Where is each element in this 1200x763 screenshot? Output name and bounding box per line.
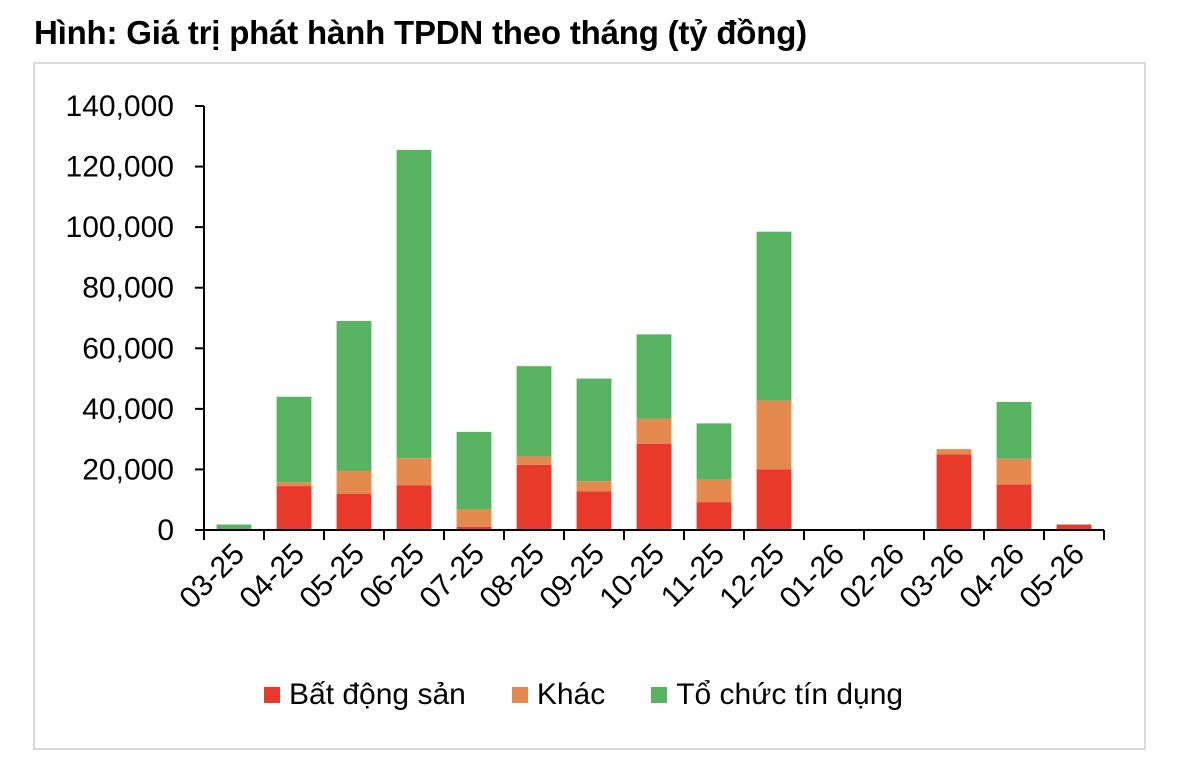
bar-05-25-series-1	[336, 470, 372, 494]
y-tick-label: 60,000	[82, 332, 174, 365]
bar-06-25-series-1	[396, 458, 432, 486]
bar-08-25-series-0	[516, 464, 552, 530]
x-tick-label: 01-26	[773, 538, 851, 616]
y-tick-label: 0	[157, 514, 174, 547]
legend-label-to-chuc-tin-dung: Tổ chức tín dụng	[676, 678, 904, 711]
legend-label-khac: Khác	[536, 678, 606, 711]
bar-08-25-series-1	[516, 456, 552, 465]
bar-04-25-series-1	[276, 482, 312, 487]
x-tick-label: 11-25	[655, 538, 731, 614]
bar-08-25-series-2	[516, 366, 552, 457]
bar-05-25-series-2	[336, 321, 372, 471]
chart-title: Hình: Giá trị phát hành TPDN theo tháng …	[34, 14, 807, 51]
y-tick-label: 20,000	[82, 453, 174, 486]
bar-11-25-series-0	[696, 502, 732, 530]
bar-04-26-series-0	[996, 484, 1032, 530]
x-tick-label: 04-26	[953, 538, 1031, 616]
chart-frame	[33, 62, 1146, 750]
bar-12-25-series-0	[756, 469, 792, 530]
x-tick-label: 05-26	[1013, 538, 1091, 616]
bar-03-26-series-1	[936, 449, 972, 455]
bar-07-25-series-0	[456, 526, 492, 530]
legend-label-bat-dong-san: Bất động sản	[289, 678, 466, 711]
bar-05-26-series-0	[1056, 524, 1092, 530]
y-tick-label: 40,000	[82, 393, 174, 426]
bar-04-25-series-2	[276, 396, 312, 483]
bar-11-25-series-2	[696, 423, 732, 480]
bar-10-25-series-2	[636, 334, 672, 419]
bar-11-25-series-1	[696, 479, 732, 503]
x-tick-label: 08-25	[473, 538, 551, 616]
legend-item-to-chuc-tin-dung: Tổ chức tín dụng	[651, 678, 903, 712]
bar-04-26-series-1	[996, 458, 1032, 485]
x-tick-label: 06-25	[353, 538, 431, 616]
x-tick-label: 05-25	[293, 538, 371, 616]
bar-07-25-series-1	[456, 509, 492, 527]
bar-12-25-series-1	[756, 400, 792, 470]
bar-09-25-series-2	[576, 378, 612, 482]
bar-12-25-series-2	[756, 231, 792, 401]
x-tick-label: 02-26	[833, 538, 911, 616]
y-tick-label: 100,000	[66, 211, 174, 244]
x-tick-label: 12-25	[713, 538, 791, 616]
bar-10-25-series-0	[636, 443, 672, 530]
legend-item-bat-dong-san: Bất động sản	[264, 678, 466, 712]
bar-06-25-series-0	[396, 485, 432, 530]
bar-09-25-series-0	[576, 491, 612, 530]
legend-item-khac: Khác	[511, 678, 606, 712]
y-tick-label: 80,000	[82, 272, 174, 305]
bar-04-26-series-2	[996, 401, 1032, 459]
bar-03-25-series-2	[216, 524, 252, 530]
legend-swatch-khac	[511, 687, 528, 703]
x-tick-label: 09-25	[533, 538, 611, 616]
x-tick-label: 07-25	[413, 538, 491, 616]
y-tick-label: 140,000	[66, 90, 174, 123]
legend-swatch-bat-dong-san	[264, 687, 280, 703]
bar-05-25-series-0	[336, 493, 372, 530]
bar-06-25-series-2	[396, 149, 432, 459]
x-tick-label: 03-25	[173, 538, 251, 616]
bar-09-25-series-1	[576, 481, 612, 492]
bar-07-25-series-2	[456, 431, 492, 510]
legend: Bất động sản Khác Tổ chức tín dụng	[264, 675, 949, 715]
x-tick-label: 10-25	[593, 538, 671, 616]
y-tick-label: 120,000	[66, 151, 174, 184]
legend-swatch-to-chuc-tin-dung	[651, 687, 668, 703]
x-tick-label: 03-26	[893, 538, 971, 616]
bar-04-25-series-0	[276, 486, 312, 530]
x-tick-label: 04-25	[233, 538, 311, 616]
bar-03-26-series-0	[936, 454, 972, 530]
bar-10-25-series-1	[636, 418, 672, 444]
